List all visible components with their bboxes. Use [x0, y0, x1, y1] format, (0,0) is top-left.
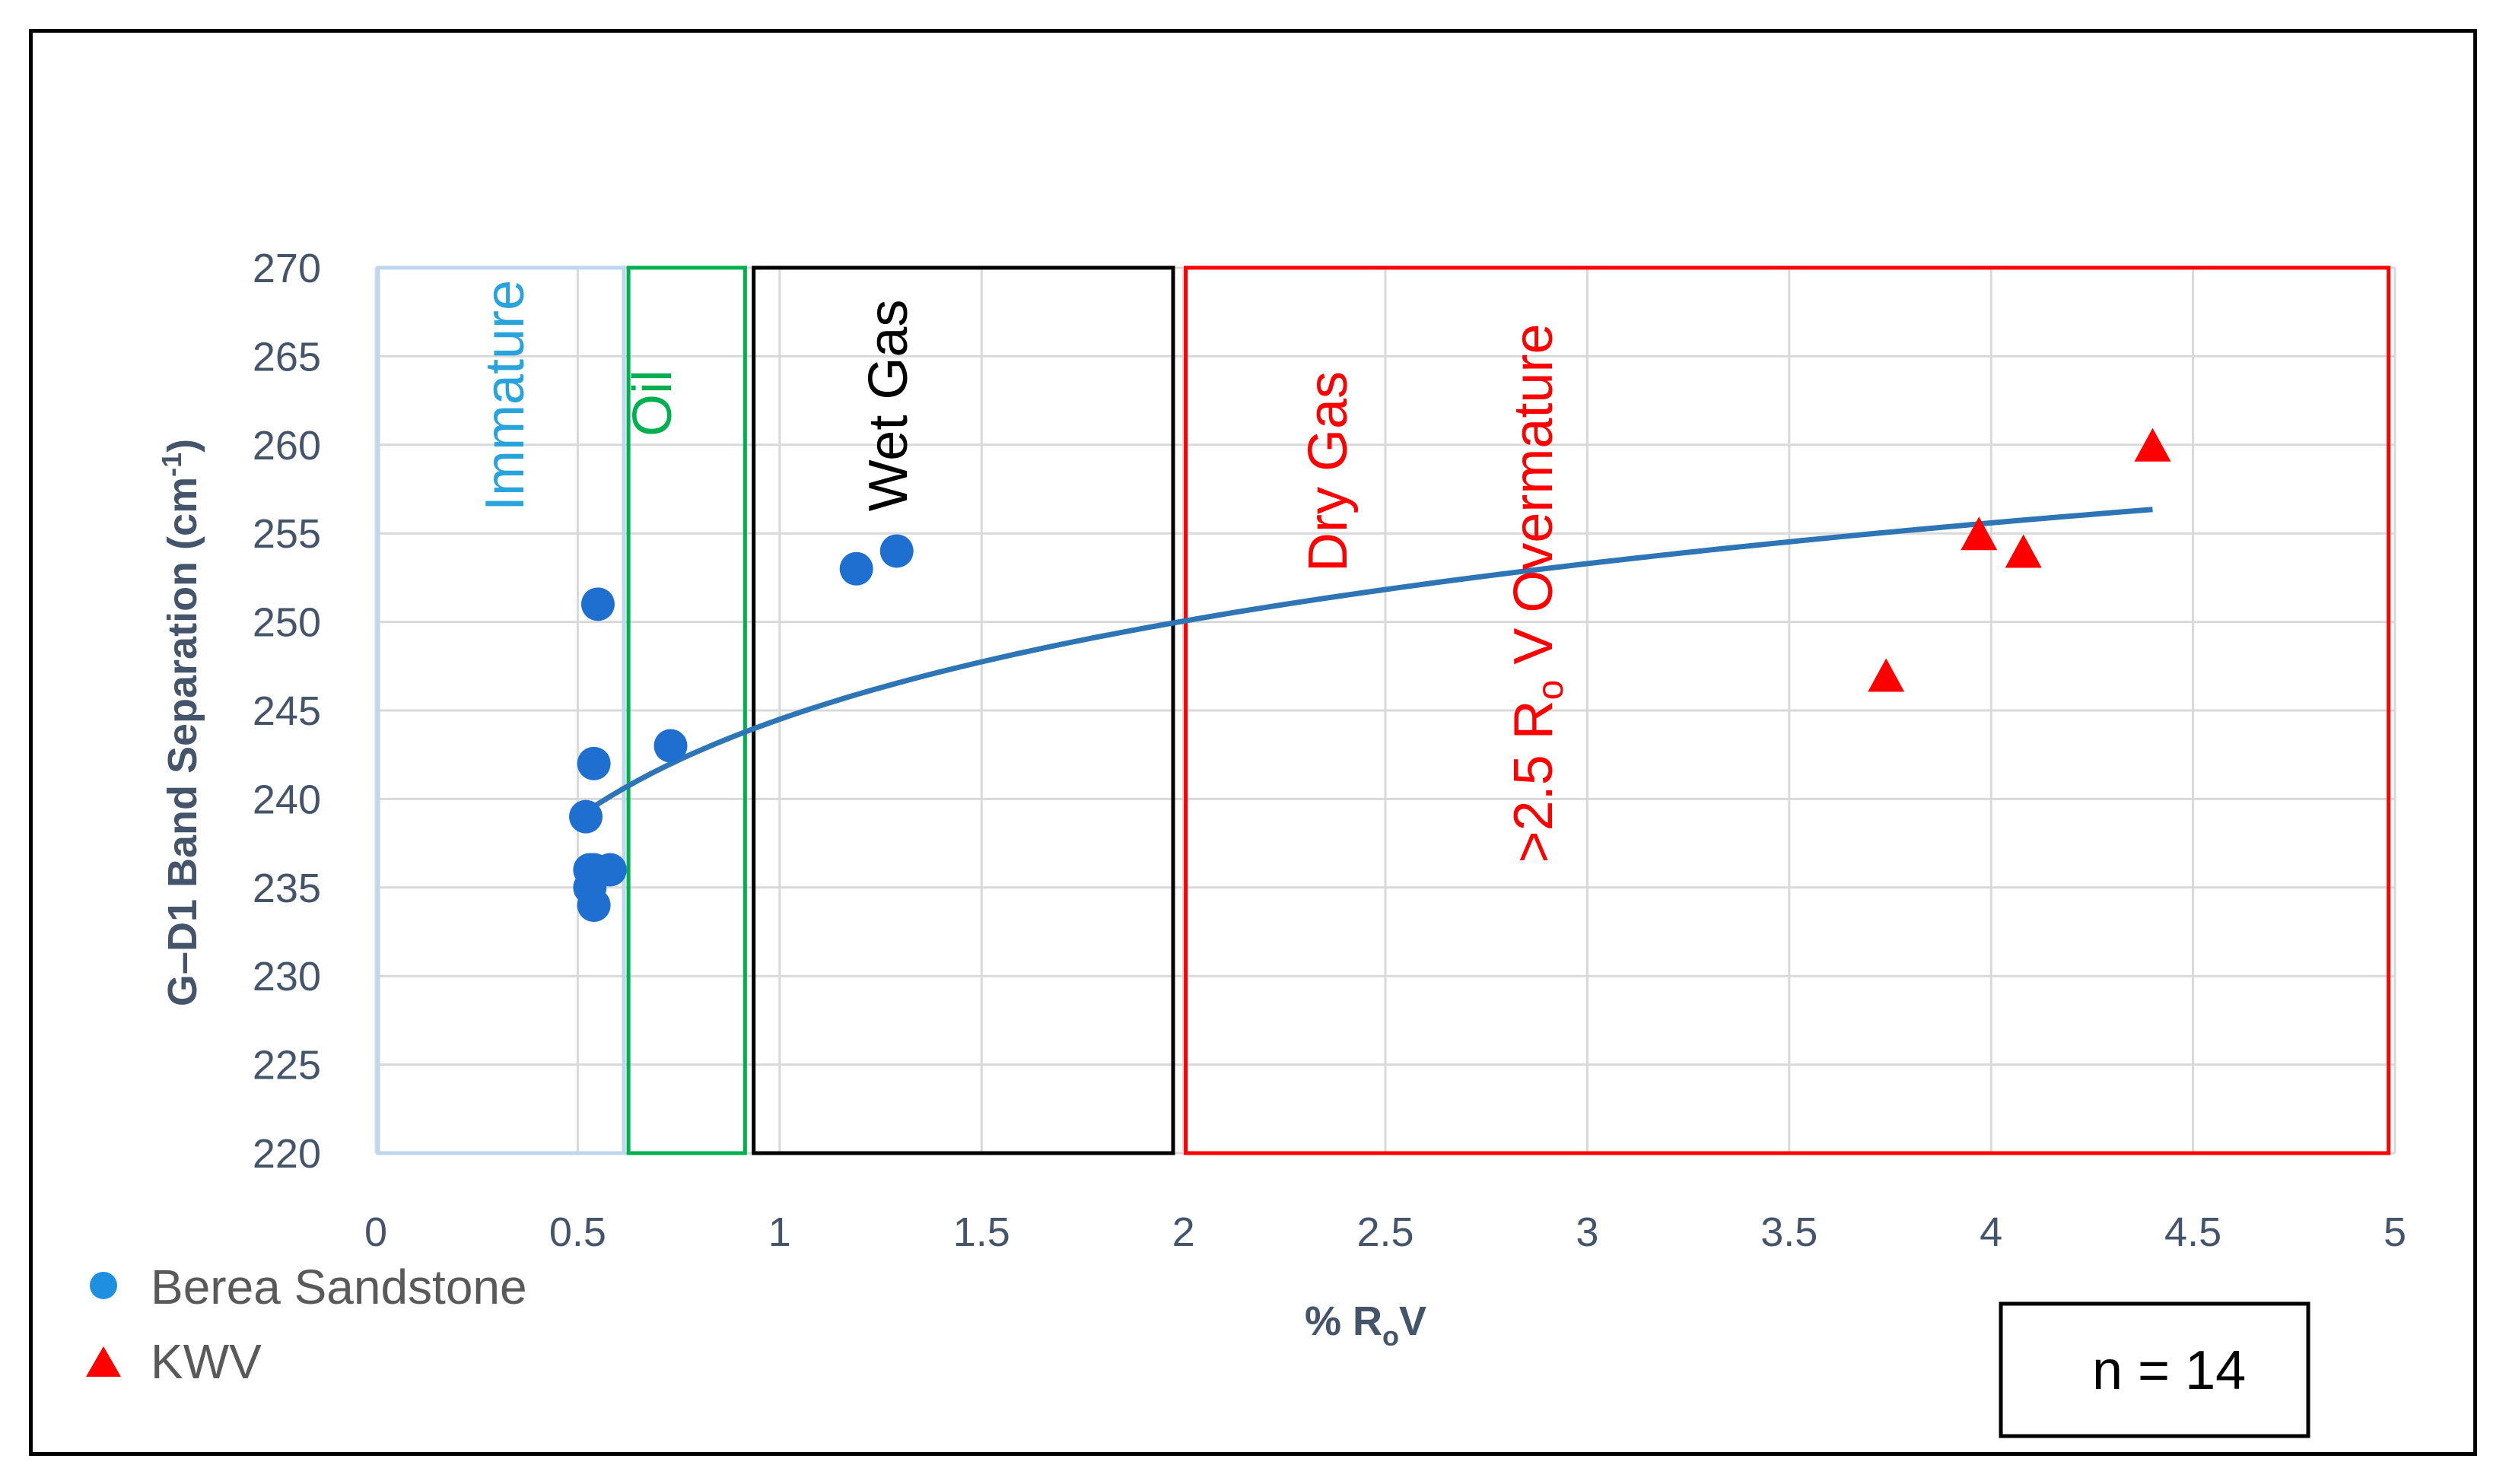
x-tick-label: 5	[2384, 1209, 2406, 1255]
y-axis-title: G–D1 Band Separation (cm-1)	[156, 439, 205, 1006]
overmature-label: >2.5 Ro V Overmature	[1503, 324, 1571, 863]
x-axis-title: % RoV	[1305, 1298, 1426, 1352]
point-kwv	[1868, 658, 1905, 692]
point-kwv	[1961, 516, 1998, 551]
zone-box-oil	[626, 265, 747, 1155]
y-tick-label: 220	[253, 1131, 321, 1177]
point-berea-sandstone	[839, 551, 873, 586]
x-tick-label: 1.5	[953, 1209, 1010, 1255]
x-tick-label: 4	[1980, 1209, 2002, 1255]
legend-marker-berea	[90, 1272, 117, 1299]
point-kwv	[2134, 427, 2171, 462]
point-kwv	[2005, 534, 2042, 568]
y-tick-label: 240	[253, 777, 321, 822]
point-berea-sandstone	[879, 534, 914, 568]
trendline	[584, 507, 2153, 815]
chart-frame	[29, 29, 2477, 1456]
point-berea-sandstone	[569, 799, 603, 834]
sample-count-label: n = 14	[2092, 1340, 2246, 1401]
y-tick-label: 230	[253, 954, 321, 999]
legend: Berea Sandstone KWV	[86, 1260, 527, 1389]
y-tick-label: 245	[253, 688, 321, 734]
legend-label-kwv: KWV	[151, 1334, 262, 1389]
zone-label-immature: Immature	[475, 280, 536, 511]
zone-label-wet-gas: Wet Gas	[858, 300, 919, 512]
y-tick-label: 225	[253, 1043, 321, 1088]
x-tick-label: 0	[364, 1209, 387, 1255]
zone-label-dry-gas: Dry Gas	[1298, 371, 1359, 572]
zone-box-immature	[376, 265, 626, 1155]
y-tick-label: 260	[253, 423, 321, 469]
zone-box-dry-gas	[1184, 265, 2391, 1155]
x-tick-label: 3	[1576, 1209, 1598, 1255]
y-tick-label: 270	[253, 246, 321, 291]
gridlines	[374, 266, 2396, 1155]
x-tick-label: 3.5	[1760, 1209, 1817, 1255]
legend-marker-kwv	[86, 1346, 121, 1377]
legend-label-berea: Berea Sandstone	[151, 1260, 527, 1314]
y-tick-label: 235	[253, 866, 321, 911]
point-berea-sandstone	[580, 587, 615, 621]
point-berea-sandstone	[577, 746, 611, 780]
x-tick-label: 4.5	[2164, 1209, 2221, 1255]
y-tick-label: 265	[253, 334, 321, 380]
data-points	[569, 427, 2171, 923]
x-tick-label: 1	[768, 1209, 791, 1255]
sample-count-box: n = 14	[1999, 1301, 2310, 1438]
x-tick-label: 0.5	[549, 1209, 606, 1255]
y-tick-label: 255	[253, 511, 321, 557]
point-berea-sandstone	[577, 888, 611, 923]
x-tick-label: 2.5	[1356, 1209, 1414, 1255]
maturity-zones	[376, 265, 2391, 1155]
trendline-layer	[584, 507, 2153, 815]
zone-label-oil: Oil	[622, 370, 683, 437]
x-tick-label: 2	[1172, 1209, 1195, 1255]
y-tick-label: 250	[253, 600, 321, 646]
point-berea-sandstone	[654, 729, 688, 763]
zone-box-wet-gas	[752, 265, 1175, 1155]
